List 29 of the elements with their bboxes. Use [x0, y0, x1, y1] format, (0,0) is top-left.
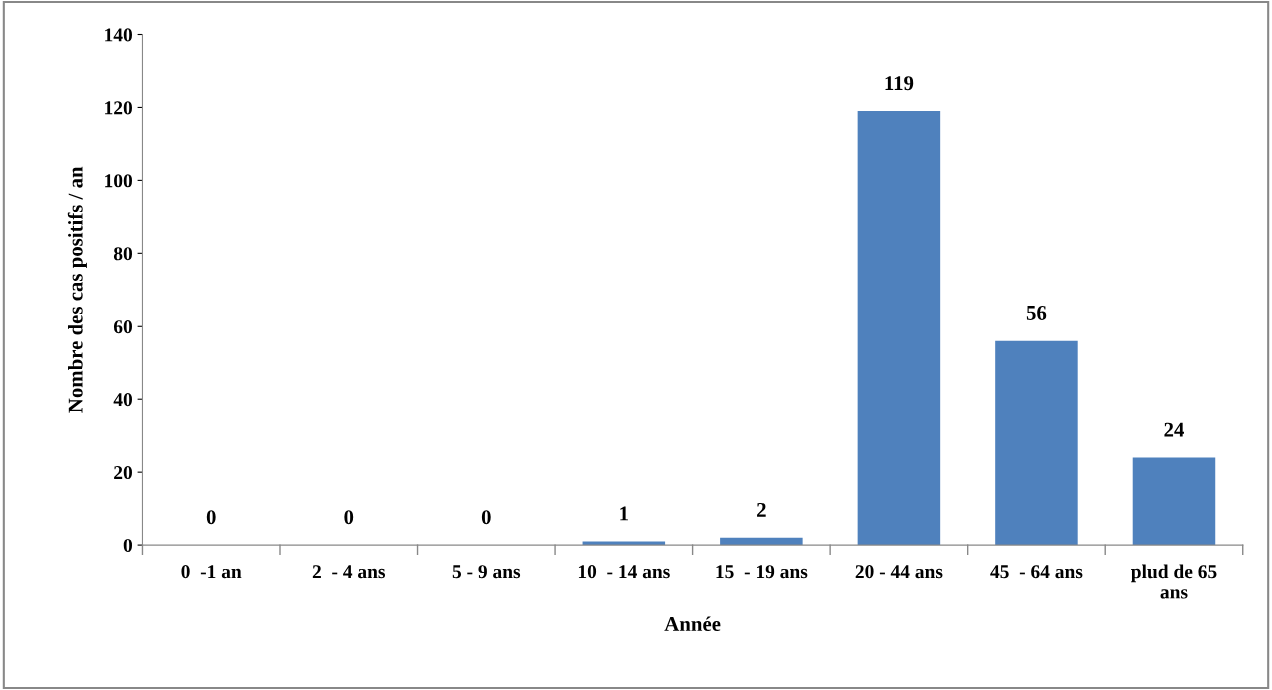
data-label: 1	[620, 506, 628, 521]
y-tick-label: 120	[105, 101, 132, 115]
bar	[995, 340, 1078, 546]
x-tick-label: 45 - 64 ans	[990, 565, 1083, 579]
data-label: 119	[885, 76, 914, 91]
y-tick-label: 140	[105, 28, 132, 42]
x-tick-label: 5 - 9 ans	[452, 565, 521, 579]
data-label: 0	[206, 510, 216, 525]
data-label: 24	[1164, 422, 1185, 437]
y-tick-label: 100	[105, 174, 132, 188]
bar	[857, 111, 941, 546]
y-tick-label: 60	[113, 320, 132, 334]
data-label: 56	[1026, 305, 1047, 320]
x-tick-label: 20 - 44 ans	[855, 565, 943, 579]
x-tick-label: 2 - 4 ans	[312, 565, 386, 579]
data-label: 2	[757, 502, 766, 517]
x-tick-label: 10 - 14 ans	[578, 565, 670, 579]
y-axis-title: Nombre des cas positifs / an	[67, 166, 87, 413]
y-tick-label: 80	[113, 247, 132, 261]
x-tick-label: plud de 65 ans	[1131, 564, 1217, 599]
y-tick-label: 0	[123, 538, 132, 553]
data-label: 0	[344, 510, 354, 525]
x-tick-label: 15 - 19 ans	[716, 565, 808, 579]
y-tick-label: 20	[114, 465, 132, 480]
x-tick-label: 0 -1 an	[181, 565, 242, 579]
bar	[1132, 457, 1216, 546]
y-tick-label: 40	[113, 393, 132, 407]
data-label: 0	[481, 510, 491, 525]
x-axis-title: Année	[664, 616, 721, 632]
